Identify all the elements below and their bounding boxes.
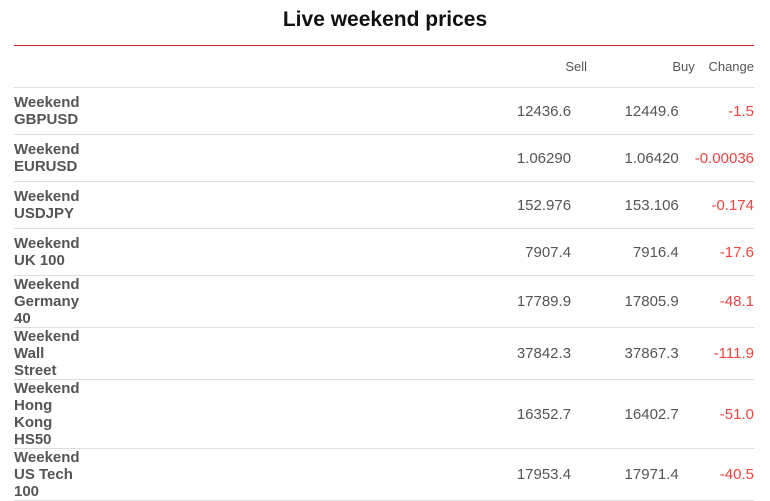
instrument-name[interactable]: Weekend Germany 40 [14,275,80,328]
price-change: -1.5 [694,87,754,135]
table-row[interactable]: Weekend EURUSD 1.06290 1.06420 -0.00036 [14,134,754,182]
table-row[interactable]: Weekend GBPUSD 12436.6 12449.6 -1.5 [14,87,754,135]
table-row[interactable]: Weekend Hong Kong HS50 16352.7 16402.7 -… [14,379,754,449]
price-change: -48.1 [694,275,754,328]
table-row[interactable]: Weekend Germany 40 17789.9 17805.9 -48.1 [14,275,754,328]
table-row[interactable]: Weekend Wall Street 37842.3 37867.3 -111… [14,327,754,380]
header-sell: Sell [79,46,588,88]
prices-table: Sell Buy Change Weekend GBPUSD 12436.6 1… [14,46,754,501]
buy-price: 7916.4 [587,228,695,276]
instrument-name[interactable]: Weekend GBPUSD [14,87,80,135]
buy-price: 153.106 [587,181,695,229]
page-title: Live weekend prices [282,8,488,31]
price-change: -51.0 [694,379,754,449]
price-change: -17.6 [694,228,754,276]
price-change: -111.9 [694,327,754,380]
instrument-name[interactable]: Weekend USDJPY [14,181,80,229]
buy-price: 12449.6 [587,87,695,135]
sell-price: 16352.7 [79,379,588,449]
buy-price: 37867.3 [587,327,695,380]
table-header: Sell Buy Change [14,46,754,88]
sell-price: 17789.9 [79,275,588,328]
instrument-name[interactable]: Weekend Hong Kong HS50 [14,379,80,449]
sell-price: 12436.6 [79,87,588,135]
header-name [14,46,80,88]
buy-price: 17805.9 [587,275,695,328]
header-buy: Buy [587,46,695,88]
table-row[interactable]: Weekend UK 100 7907.4 7916.4 -17.6 [14,228,754,276]
table-row[interactable]: Weekend USDJPY 152.976 153.106 -0.174 [14,181,754,229]
header-change: Change [694,46,754,88]
sell-price: 1.06290 [79,134,588,182]
instrument-name[interactable]: Weekend UK 100 [14,228,80,276]
price-change: -0.00036 [694,134,754,182]
sell-price: 37842.3 [79,327,588,380]
buy-price: 1.06420 [587,134,695,182]
price-change: -0.174 [694,181,754,229]
sell-price: 7907.4 [79,228,588,276]
buy-price: 16402.7 [587,379,695,449]
instrument-name[interactable]: Weekend Wall Street [14,327,80,380]
instrument-name[interactable]: Weekend EURUSD [14,134,80,182]
sell-price: 152.976 [79,181,588,229]
title-divider [14,45,754,46]
